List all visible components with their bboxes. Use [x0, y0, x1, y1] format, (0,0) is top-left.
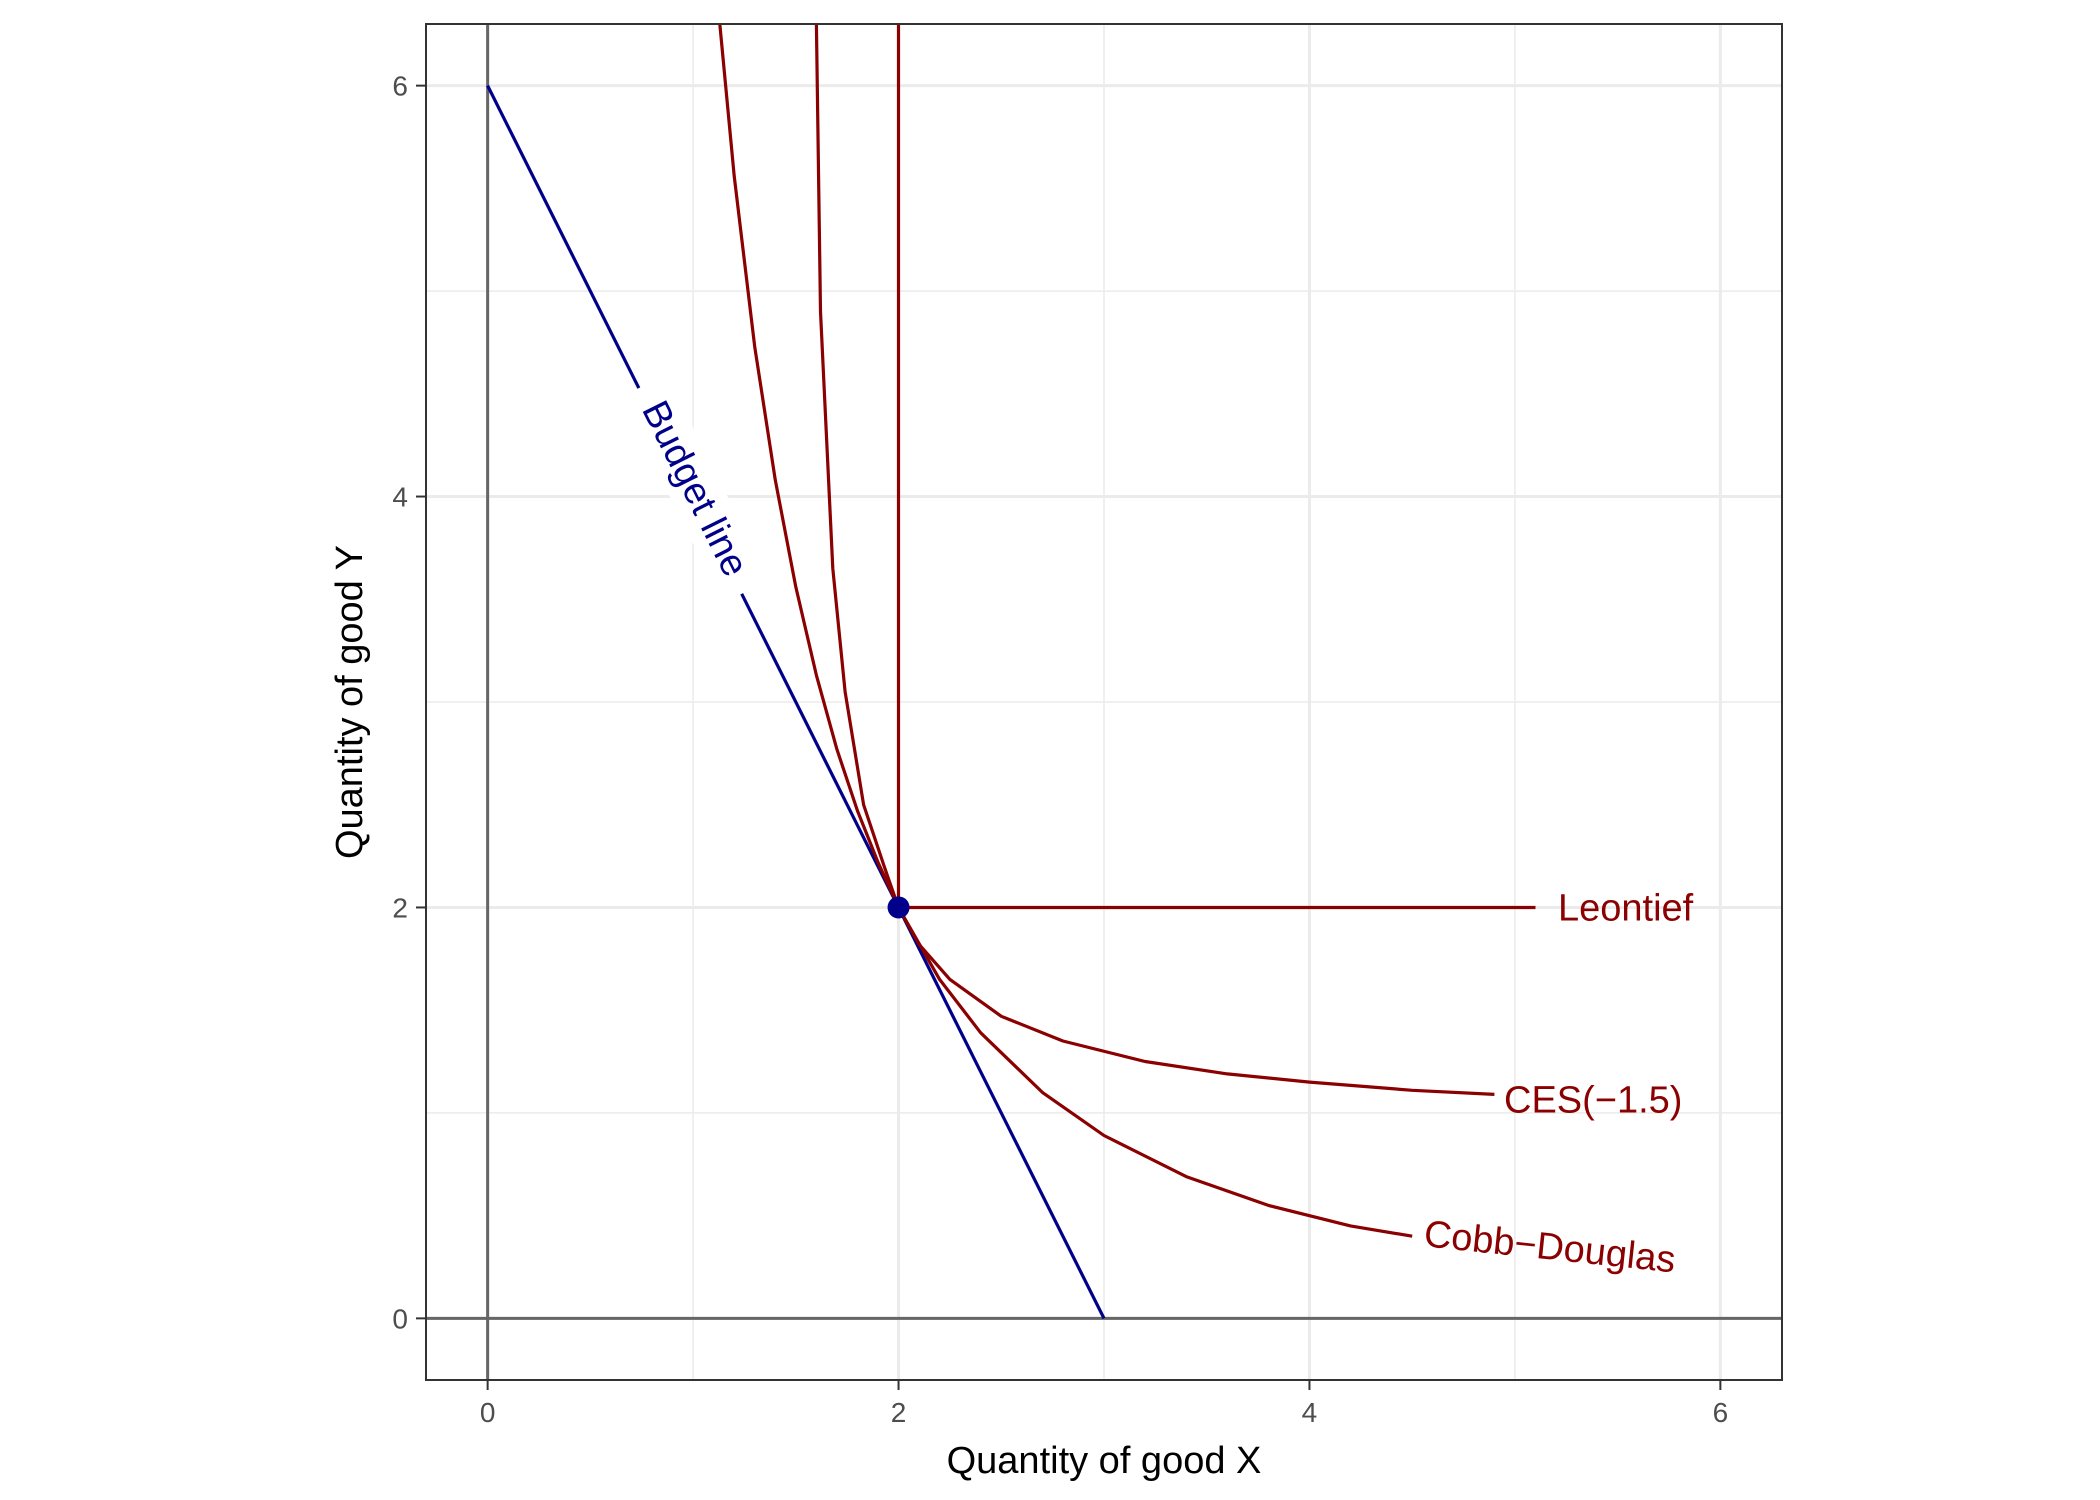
grid — [426, 24, 1782, 1380]
x-tick-label: 2 — [891, 1397, 907, 1428]
x-axis-title: Quantity of good X — [947, 1440, 1262, 1482]
panel-border — [425, 23, 1783, 1381]
x-tick-label: 0 — [480, 1397, 496, 1428]
y-tick-label: 4 — [392, 482, 408, 513]
y-tick-label: 2 — [392, 892, 408, 923]
x-tick-label: 4 — [1302, 1397, 1318, 1428]
budget-line-label: Budget line — [633, 394, 756, 583]
budget-line — [486, 84, 1106, 1320]
cobb-douglas-curve — [718, 23, 1413, 1238]
series — [486, 23, 1536, 1320]
axis-ticks: 0 2 4 6 0 2 4 6 — [392, 71, 1728, 1428]
budget-label-bg — [619, 374, 770, 604]
cobb-douglas-label: Cobb−Douglas — [1422, 1213, 1677, 1281]
x-tick-label: 6 — [1713, 1397, 1729, 1428]
ces-curve — [814, 23, 1495, 1096]
y-tick-label: 0 — [392, 1303, 408, 1334]
ces-label: CES(−1.5) — [1504, 1079, 1682, 1121]
leontief-label: Leontief — [1558, 887, 1694, 929]
optimum-point — [887, 896, 910, 919]
y-tick-label: 6 — [392, 71, 408, 102]
y-axis-title: Quantity of good Y — [329, 545, 371, 859]
